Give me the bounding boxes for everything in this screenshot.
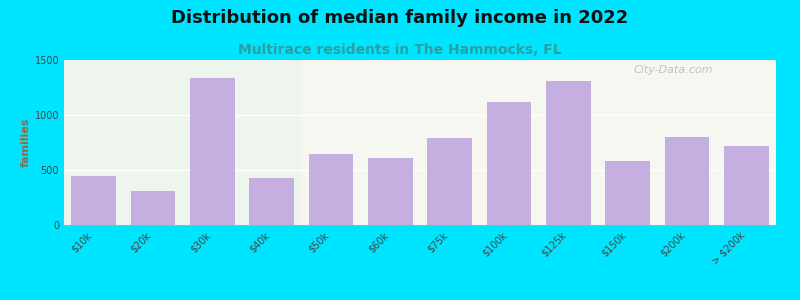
Bar [606,161,650,225]
Text: City-Data.com: City-Data.com [634,65,713,75]
Bar [309,154,354,225]
Bar [130,191,175,225]
Bar [250,178,294,225]
Bar [64,60,302,225]
Bar [71,176,116,225]
Text: Multirace residents in The Hammocks, FL: Multirace residents in The Hammocks, FL [238,44,562,58]
Y-axis label: families: families [20,118,30,167]
Bar [427,138,472,225]
Bar [724,146,769,225]
Bar [546,81,590,225]
Bar [190,78,234,225]
Bar [368,158,413,225]
Text: Distribution of median family income in 2022: Distribution of median family income in … [171,9,629,27]
Bar [486,102,531,225]
Bar [665,137,710,225]
